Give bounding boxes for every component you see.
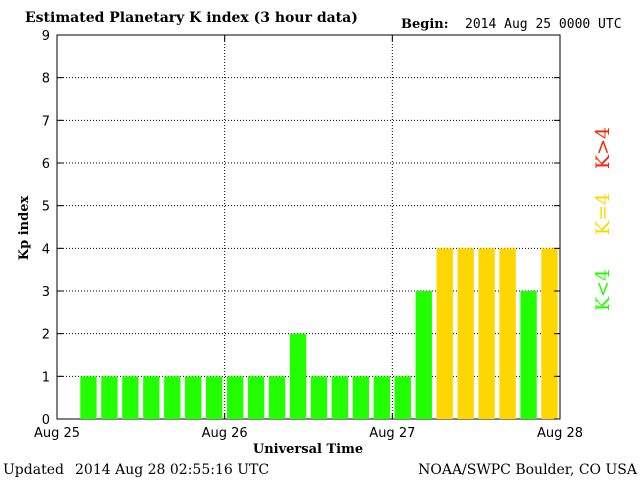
- kp-bar: [478, 248, 495, 419]
- kp-bar: [541, 248, 558, 419]
- y-tick-label: 1: [42, 370, 50, 385]
- chart-title: Estimated Planetary K index (3 hour data…: [25, 10, 358, 26]
- y-tick-label: 2: [42, 328, 50, 343]
- kp-bar: [310, 376, 328, 419]
- x-axis-label: Universal Time: [253, 442, 363, 457]
- y-ticks: 0 1 2 3 4 5 6 7 8 9: [42, 29, 560, 428]
- kp-bar: [80, 376, 97, 419]
- kp-bar: [143, 376, 160, 419]
- kp-bar: [185, 376, 202, 419]
- y-tick-label: 8: [42, 72, 50, 87]
- kp-bar: [520, 291, 537, 419]
- kp-bar: [289, 333, 307, 419]
- begin-value: 2014 Aug 25 0000 UTC: [465, 17, 622, 32]
- kp-bar: [101, 376, 118, 419]
- kp-bar: [457, 248, 474, 419]
- x-tick-label: Aug 27: [369, 426, 415, 441]
- source-credit: NOAA/SWPC Boulder, CO USA: [418, 462, 638, 478]
- x-ticks: Aug 25 Aug 26 Aug 27 Aug 28: [34, 35, 583, 441]
- y-axis-label: Kp index: [17, 196, 32, 261]
- bars-group: [80, 248, 558, 419]
- updated-value: 2014 Aug 28 02:55:16 UTC: [75, 462, 269, 478]
- kp-bar: [415, 291, 432, 419]
- kp-bar: [247, 376, 265, 419]
- kp-bar: [352, 376, 370, 419]
- begin-label: Begin:: [401, 17, 449, 32]
- y-tick-label: 7: [42, 114, 50, 129]
- y-tick-label: 0: [42, 413, 50, 428]
- plot-frame: [56, 34, 561, 420]
- grid-lines: [57, 35, 560, 419]
- kp-bar: [122, 376, 139, 419]
- kp-bar: [436, 248, 453, 419]
- kp-bar: [331, 376, 349, 419]
- y-tick-label: 6: [42, 157, 50, 172]
- kp-bar: [394, 376, 411, 419]
- updated-label: Updated: [3, 462, 64, 478]
- x-tick-label: Aug 28: [537, 426, 583, 441]
- kp-bar: [373, 376, 391, 419]
- kp-bar: [499, 248, 516, 419]
- y-tick-label: 3: [42, 285, 50, 300]
- y-tick-label: 9: [42, 29, 50, 44]
- kp-bar: [268, 376, 286, 419]
- y-tick-label: 4: [42, 242, 50, 257]
- kp-bar: [164, 376, 181, 419]
- legend-k-equal-4: K=4: [592, 193, 614, 235]
- kp-bar: [206, 376, 223, 419]
- legend-k-above-4: K>4: [592, 127, 614, 169]
- x-tick-label: Aug 26: [202, 426, 248, 441]
- kp-bar: [226, 376, 244, 419]
- y-tick-label: 5: [42, 200, 50, 215]
- x-tick-label: Aug 25: [34, 426, 80, 441]
- legend-k-below-4: K<4: [592, 269, 614, 311]
